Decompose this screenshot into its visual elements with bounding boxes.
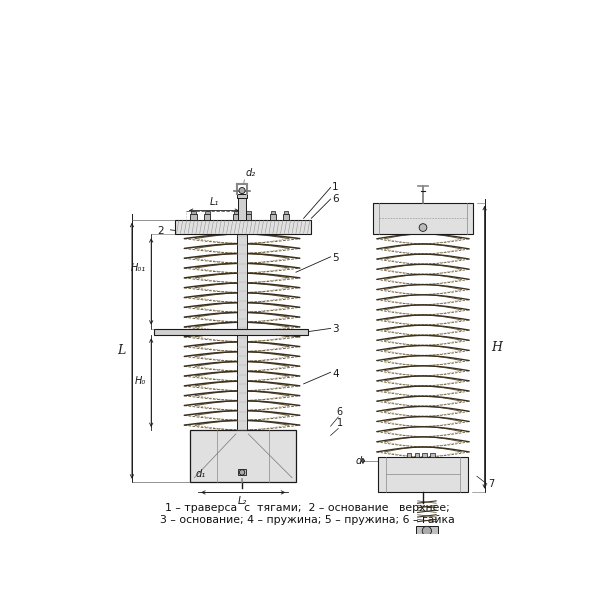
Text: 3: 3: [332, 324, 339, 334]
Text: d₁: d₁: [195, 469, 205, 479]
Bar: [373, 203, 473, 233]
Bar: [154, 329, 308, 335]
Text: 5: 5: [332, 253, 339, 263]
Bar: [379, 457, 467, 491]
Bar: [190, 430, 296, 482]
Circle shape: [419, 224, 427, 232]
Bar: [238, 469, 246, 475]
Bar: [245, 214, 251, 220]
Bar: [205, 211, 210, 214]
Bar: [284, 211, 288, 214]
Circle shape: [422, 526, 431, 536]
Circle shape: [239, 187, 245, 194]
Text: 2: 2: [157, 226, 164, 236]
Circle shape: [239, 470, 245, 475]
Bar: [430, 453, 434, 457]
Text: 1 – траверса  с  тягами;  2 – основание   верхнее;: 1 – траверса с тягами; 2 – основание вер…: [165, 503, 450, 513]
Bar: [190, 214, 197, 220]
Bar: [238, 194, 247, 198]
Bar: [246, 211, 251, 214]
Text: 1: 1: [337, 418, 343, 428]
Bar: [233, 214, 239, 220]
Text: d: d: [355, 456, 361, 466]
Text: 6: 6: [337, 407, 343, 416]
Text: 7: 7: [488, 479, 494, 489]
Bar: [270, 214, 276, 220]
Text: H₀₁: H₀₁: [131, 263, 146, 272]
Bar: [416, 526, 437, 536]
Bar: [415, 453, 419, 457]
Text: 3 – основание; 4 – пружина; 5 – пружина; 6 – гайка: 3 – основание; 4 – пружина; 5 – пружина;…: [160, 515, 455, 525]
Text: 4: 4: [332, 369, 339, 379]
Text: L: L: [118, 344, 126, 357]
Bar: [283, 214, 289, 220]
Bar: [407, 453, 412, 457]
Text: H₀: H₀: [134, 376, 146, 386]
Bar: [175, 220, 311, 233]
Bar: [233, 211, 238, 214]
Bar: [271, 211, 275, 214]
Text: d₂: d₂: [246, 168, 256, 178]
Bar: [422, 453, 427, 457]
Bar: [191, 211, 196, 214]
Bar: [236, 216, 247, 434]
Text: L₁: L₁: [209, 197, 218, 207]
Text: 1: 1: [332, 182, 339, 193]
Bar: [205, 214, 211, 220]
Text: H: H: [491, 341, 502, 354]
Bar: [238, 198, 246, 220]
Text: L₂: L₂: [238, 496, 247, 505]
Text: 6: 6: [332, 194, 339, 204]
